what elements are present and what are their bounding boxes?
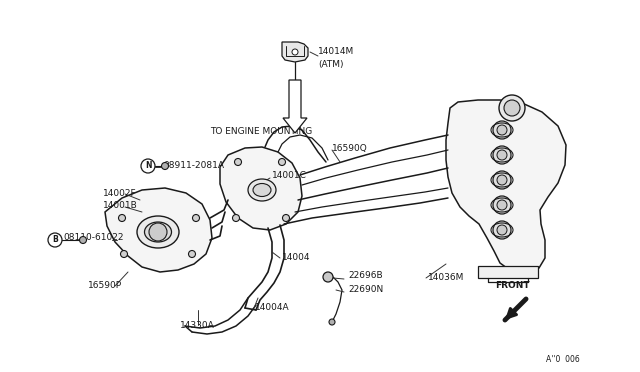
Circle shape [282, 215, 289, 221]
Text: 08110-61022: 08110-61022 [63, 234, 124, 243]
Circle shape [504, 100, 520, 116]
Circle shape [278, 158, 285, 166]
Circle shape [497, 200, 507, 210]
Text: 14002F: 14002F [103, 189, 136, 198]
Polygon shape [478, 266, 538, 278]
Polygon shape [446, 100, 566, 273]
Text: 16590Q: 16590Q [332, 144, 368, 153]
Text: 14004A: 14004A [255, 302, 290, 311]
Circle shape [497, 175, 507, 185]
Circle shape [493, 171, 511, 189]
Text: N: N [145, 161, 151, 170]
Circle shape [497, 125, 507, 135]
Circle shape [493, 121, 511, 139]
Text: 14036M: 14036M [428, 273, 465, 282]
Circle shape [79, 237, 86, 244]
Circle shape [497, 225, 507, 235]
Text: 16590P: 16590P [88, 280, 122, 289]
Text: 14001C: 14001C [272, 171, 307, 180]
Text: FRONT: FRONT [495, 282, 530, 291]
Text: 22690N: 22690N [348, 285, 383, 294]
Polygon shape [105, 188, 212, 272]
Circle shape [292, 49, 298, 55]
Ellipse shape [248, 179, 276, 201]
Circle shape [189, 250, 195, 257]
Circle shape [493, 146, 511, 164]
Text: B: B [52, 235, 58, 244]
Circle shape [118, 215, 125, 221]
Text: 14004: 14004 [282, 253, 310, 262]
Polygon shape [283, 80, 307, 133]
Circle shape [232, 215, 239, 221]
Circle shape [120, 250, 127, 257]
Circle shape [493, 196, 511, 214]
Text: TO ENGINE MOUNTING: TO ENGINE MOUNTING [210, 128, 312, 137]
Ellipse shape [137, 216, 179, 248]
Text: A''0  006: A''0 006 [546, 356, 580, 365]
Text: (ATM): (ATM) [318, 61, 344, 70]
Text: 14001B: 14001B [103, 202, 138, 211]
Circle shape [141, 159, 155, 173]
Circle shape [149, 223, 167, 241]
Circle shape [499, 95, 525, 121]
Circle shape [497, 150, 507, 160]
Circle shape [493, 221, 511, 239]
Polygon shape [220, 147, 302, 230]
Text: 22696B: 22696B [348, 272, 383, 280]
Ellipse shape [253, 183, 271, 196]
Text: 14330A: 14330A [180, 321, 215, 330]
Circle shape [323, 272, 333, 282]
Circle shape [329, 319, 335, 325]
Text: 14014M: 14014M [318, 48, 355, 57]
Ellipse shape [145, 222, 172, 242]
Polygon shape [282, 42, 308, 62]
Text: 08911-2081A: 08911-2081A [163, 160, 224, 170]
Circle shape [161, 163, 168, 170]
Circle shape [48, 233, 62, 247]
Circle shape [234, 158, 241, 166]
Circle shape [193, 215, 200, 221]
